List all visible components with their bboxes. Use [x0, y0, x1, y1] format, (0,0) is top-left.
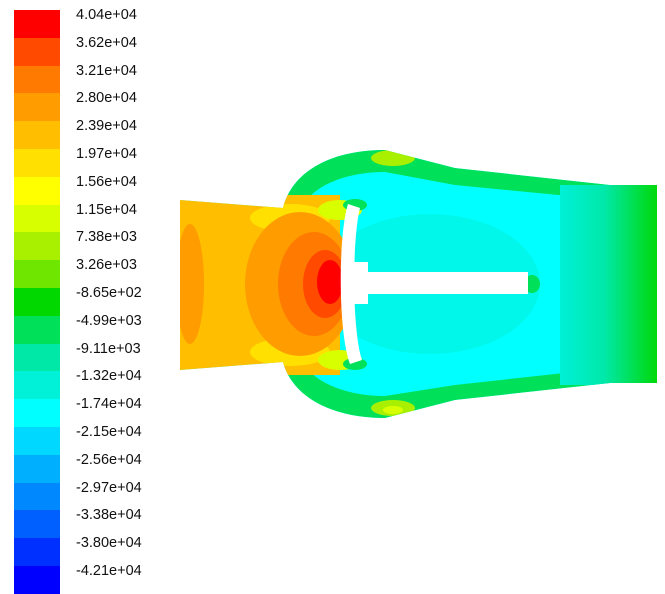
legend-label: -4.21e+04: [76, 563, 142, 579]
legend-label: 3.21e+04: [76, 62, 137, 79]
legend-swatch: [14, 482, 60, 511]
legend-label: -2.56e+04: [76, 451, 142, 468]
legend-label: -2.97e+04: [76, 479, 142, 496]
stagnation-peak: [317, 260, 343, 304]
legend-swatch: [14, 399, 60, 428]
legend-swatch: [14, 176, 60, 205]
pressure-contour-plot: [180, 150, 657, 418]
legend-label: -3.38e+04: [76, 507, 142, 524]
legend-swatch: [14, 288, 60, 316]
legend-swatch: [14, 149, 60, 177]
outlet-region: [560, 185, 657, 385]
legend-swatch: [14, 371, 60, 400]
legend-label: 3.26e+03: [76, 257, 137, 274]
legend-label: 1.97e+04: [76, 146, 137, 162]
legend-label: -3.80e+04: [76, 535, 142, 552]
legend-swatch: [14, 232, 60, 261]
legend-swatch: [14, 93, 60, 122]
legend-label: -1.32e+04: [76, 368, 142, 385]
color-legend-bar: [14, 10, 60, 594]
legend-label: 1.56e+04: [76, 173, 137, 190]
legend-label: 4.04e+04: [76, 7, 137, 23]
inlet-edge-band: [180, 224, 204, 344]
legend-swatch: [14, 454, 60, 483]
legend-label: 1.15e+04: [76, 201, 137, 218]
legend-swatch: [14, 10, 60, 38]
legend-swatch: [14, 260, 60, 289]
legend-swatch: [14, 315, 60, 344]
lower-wall-green-band: [283, 354, 657, 418]
legend-swatch: [14, 538, 60, 567]
legend-label: 2.80e+04: [76, 90, 137, 107]
lower-corner-core: [383, 406, 403, 414]
legend-label: -2.15e+04: [76, 424, 142, 440]
valve-hub: [350, 262, 368, 304]
legend-label: -4.99e+03: [76, 312, 142, 329]
legend-swatch: [14, 65, 60, 94]
legend-swatch: [14, 343, 60, 372]
legend-label: 2.39e+04: [76, 118, 137, 135]
valve-stem: [353, 272, 528, 294]
legend-label: -9.11e+03: [76, 340, 141, 357]
legend-swatch: [14, 204, 60, 233]
legend-label: 7.38e+03: [76, 229, 137, 246]
legend-label: -1.74e+04: [76, 396, 142, 413]
upper-wall-green-band: [283, 150, 657, 214]
legend-swatch: [14, 510, 60, 539]
upper-corner-spot: [371, 150, 415, 166]
legend-swatch: [14, 37, 60, 66]
legend-swatch: [14, 427, 60, 455]
legend-label: 3.62e+04: [76, 34, 137, 51]
legend-label: -8.65e+02: [76, 285, 142, 301]
legend-swatch: [14, 121, 60, 150]
